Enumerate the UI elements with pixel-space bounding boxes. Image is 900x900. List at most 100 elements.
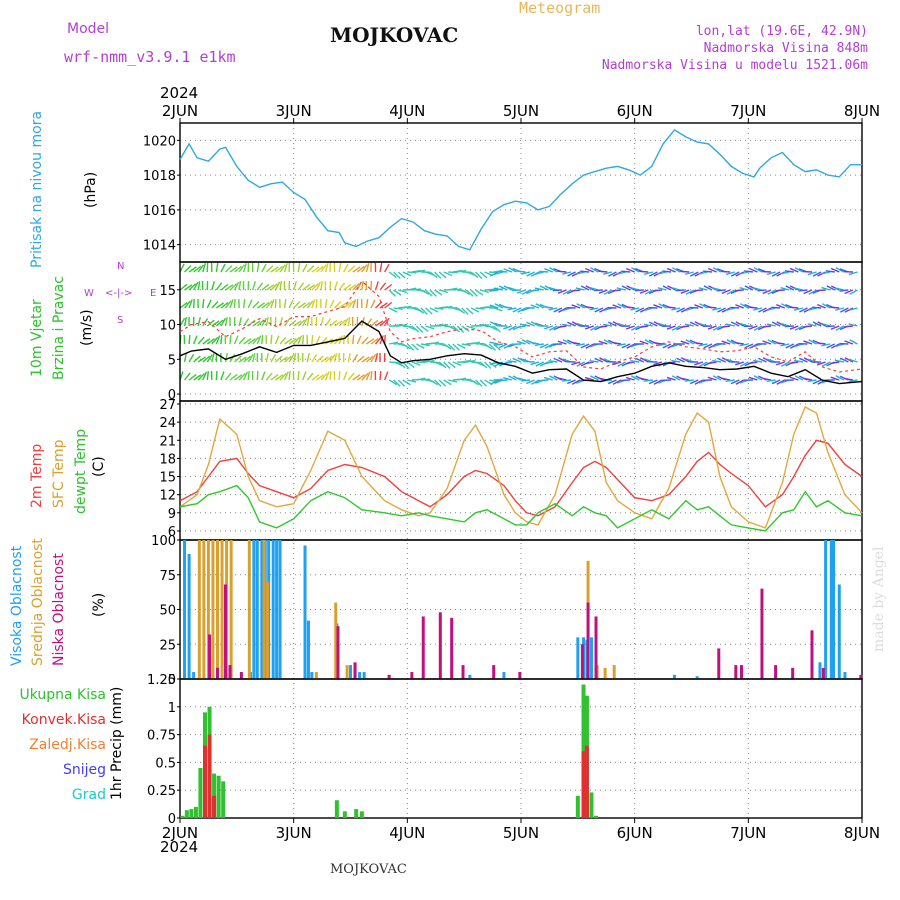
wind-barb: [840, 307, 849, 313]
wind-barb: [452, 288, 462, 291]
wind-barb: [694, 304, 704, 309]
wind-barb: [789, 267, 799, 273]
model-name: wrf-nmm_v3.9.1 e1km: [64, 48, 236, 66]
bar-precip_total: [193, 806, 198, 818]
wind-barb: [635, 357, 645, 363]
bar-cloud_high: [832, 540, 836, 679]
wind-barb: [398, 289, 408, 294]
bar-cloud_low: [492, 665, 496, 679]
wind-barb: [420, 289, 430, 295]
wind-barb: [425, 325, 435, 330]
wind-barb: [188, 334, 191, 345]
wind-barb: [420, 325, 429, 332]
wind-barb: [508, 375, 517, 381]
wind-barb: [517, 357, 526, 363]
wind-barb: [494, 303, 504, 309]
wind-barb: [716, 289, 726, 292]
wind-barb: [374, 336, 382, 345]
wind-barb: [284, 355, 292, 363]
wind-barb: [429, 307, 439, 313]
wind-barb: [452, 325, 460, 333]
wind-barb: [197, 264, 205, 273]
wind-barb: [243, 318, 250, 327]
wind-barb: [270, 374, 279, 381]
wind-barb: [608, 321, 617, 327]
wind-barb: [388, 271, 397, 279]
wind-barb: [680, 377, 690, 381]
wind-barb: [849, 339, 858, 345]
bar-cloud_high: [183, 540, 187, 679]
wind-barb: [429, 341, 440, 345]
wind-barb: [270, 283, 278, 291]
wind-barb: [261, 301, 270, 309]
wind-barb: [726, 289, 736, 295]
wind-barb: [229, 283, 237, 291]
bar-precip_total: [221, 781, 226, 818]
wind-barb: [407, 287, 417, 291]
legend-conv-rain: Konvek.Kisa: [21, 712, 106, 728]
wind-barb: [256, 302, 266, 309]
wind-barb: [261, 283, 270, 291]
wind-barb: [630, 375, 640, 381]
bar-cloud_high: [271, 540, 275, 679]
wind-barb: [812, 306, 822, 309]
wind-barb: [320, 280, 323, 291]
wind-barb: [352, 354, 359, 363]
wind-barb: [238, 336, 246, 345]
bar-cloud_low: [859, 674, 863, 679]
wind-barb: [238, 356, 247, 363]
wind-barb: [233, 298, 236, 309]
bar-cloud_mid: [202, 540, 206, 679]
temp-unit: (C): [91, 456, 107, 477]
wind-barb: [215, 282, 223, 291]
wind-barb: [680, 270, 690, 273]
wind-barb: [470, 307, 480, 313]
wind-barb: [393, 361, 403, 367]
wind-barb: [830, 306, 840, 309]
wind-barb: [320, 356, 329, 363]
bar-precip_total: [180, 815, 185, 818]
elevation-text: Nadmorska Visina 848m: [703, 41, 868, 56]
wind-barb: [215, 262, 219, 273]
wind-barb: [197, 356, 207, 363]
bar-cloud_high: [695, 676, 699, 679]
wind-barb: [639, 325, 649, 329]
wind-barb: [617, 303, 626, 309]
wind-barb: [598, 325, 608, 329]
wind-barb: [402, 305, 412, 309]
wind-barb: [384, 283, 393, 291]
wind-barb: [329, 370, 332, 381]
wind-barb: [612, 304, 622, 309]
wind-barb: [388, 289, 396, 297]
wind-barb: [584, 306, 594, 309]
wind-barb: [288, 338, 297, 345]
wind-barb: [324, 371, 330, 381]
bar-cloud_low: [760, 588, 764, 679]
wind-barb: [589, 375, 599, 381]
wind-barb: [812, 379, 822, 385]
wind-barb: [835, 325, 845, 331]
bar-cloud_mid: [247, 540, 251, 679]
wind-barb: [553, 307, 563, 313]
wind-barb: [252, 353, 256, 363]
wind-barb: [434, 271, 442, 279]
bar-cloud_mid: [197, 540, 201, 679]
wind-barb: [748, 325, 758, 330]
wind-barb: [379, 282, 387, 291]
wind-barb: [334, 301, 342, 309]
wind-barb: [479, 361, 488, 369]
wind-barb: [575, 343, 585, 347]
wind-barb: [252, 281, 257, 291]
wind-barb: [698, 343, 708, 347]
bar-cloud_mid: [266, 581, 270, 679]
wind-barb: [789, 306, 799, 309]
wind-barb: [297, 302, 306, 309]
wind-barb: [512, 357, 522, 363]
wind-barb: [443, 343, 452, 350]
wind-barb: [361, 336, 369, 345]
wind-barb: [652, 341, 663, 345]
bar-cloud_high: [349, 665, 352, 679]
bar-precip_conv: [212, 795, 217, 818]
wind-barb: [830, 361, 840, 365]
wind-barb: [771, 321, 781, 327]
